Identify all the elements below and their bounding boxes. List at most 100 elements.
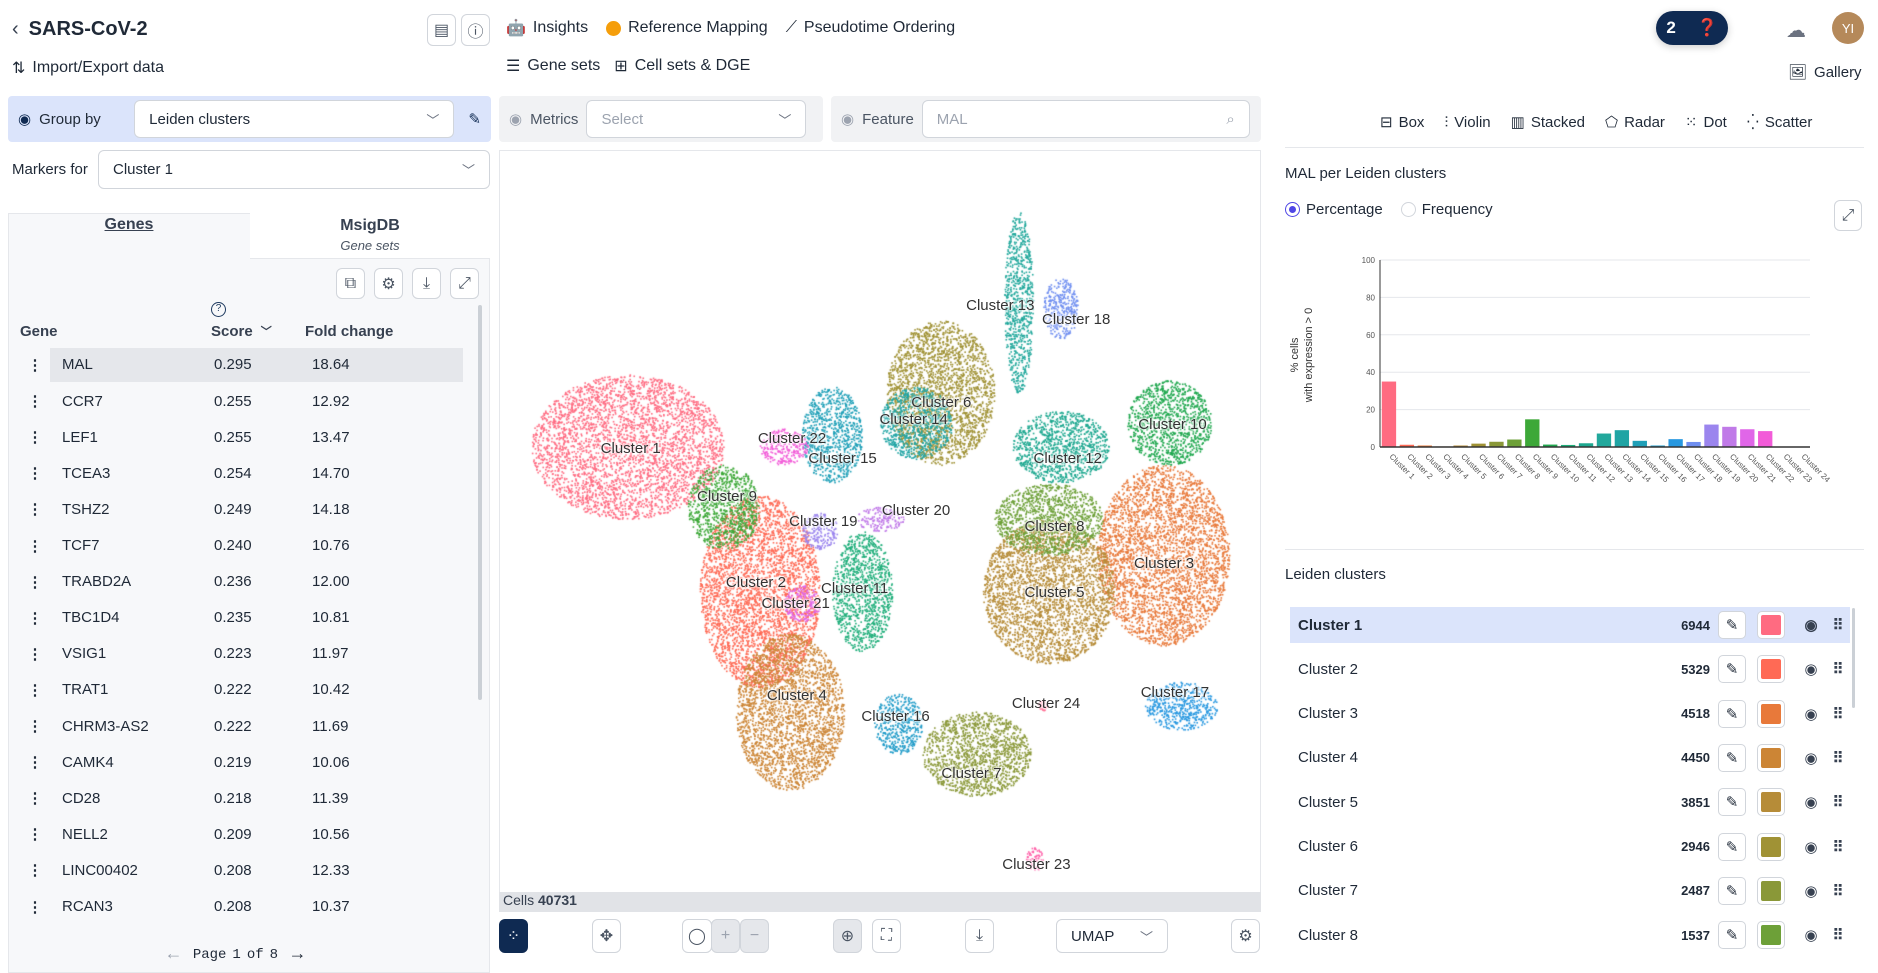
table-row[interactable]: ⋮ CAMK4 0.219 10.06 — [20, 745, 463, 779]
table-row[interactable]: ⋮ TCEA3 0.254 14.70 — [20, 456, 463, 490]
pan-button[interactable]: ✥ — [592, 919, 621, 953]
cluster-row[interactable]: Cluster 2 5329 ✎ ◉ ⠿ — [1290, 651, 1850, 687]
table-row[interactable]: ⋮ MAL 0.295 18.64 — [20, 348, 463, 382]
bar[interactable] — [1471, 443, 1486, 447]
eye-icon[interactable]: ◉ — [1804, 749, 1818, 767]
color-swatch-button[interactable] — [1757, 699, 1785, 728]
expand-chart-button[interactable]: ⤢ — [1834, 200, 1862, 231]
bar[interactable] — [1543, 444, 1558, 447]
bar[interactable] — [1381, 381, 1397, 447]
cluster-list-scrollbar[interactable] — [1852, 608, 1855, 708]
row-menu-icon[interactable]: ⋮ — [27, 501, 43, 519]
download-plot-button[interactable]: ⤓ — [965, 919, 994, 953]
eye-icon[interactable]: ◉ — [1804, 838, 1818, 856]
bar[interactable] — [1632, 440, 1647, 447]
chart-type-scatter[interactable]: ⁛ Scatter — [1747, 113, 1813, 132]
eye-icon[interactable]: ◉ — [1804, 882, 1818, 900]
chart-type-box[interactable]: ⊟ Box — [1380, 113, 1424, 132]
radio-frequency[interactable]: Frequency — [1400, 201, 1493, 218]
cluster-row[interactable]: Cluster 6 2946 ✎ ◉ ⠿ — [1290, 829, 1850, 865]
color-swatch-button[interactable] — [1757, 655, 1785, 684]
bar[interactable] — [1578, 443, 1594, 447]
color-swatch-button[interactable] — [1757, 743, 1785, 772]
table-row[interactable]: ⋮ TCF7 0.240 10.76 — [20, 529, 463, 563]
column-settings-button[interactable]: ⚙ — [374, 268, 403, 299]
edit-cluster-button[interactable]: ✎ — [1718, 788, 1746, 817]
edit-cluster-button[interactable]: ✎ — [1718, 743, 1746, 772]
color-swatch-button[interactable] — [1757, 921, 1785, 950]
row-menu-icon[interactable]: ⋮ — [27, 609, 43, 627]
color-swatch-button[interactable] — [1757, 876, 1785, 905]
import-export-button[interactable]: ⇅ Import/Export data — [12, 58, 164, 78]
lasso-subtract-button[interactable]: − — [740, 919, 769, 953]
help-badge[interactable]: 2 ❓ — [1656, 11, 1728, 45]
row-menu-icon[interactable]: ⋮ — [27, 862, 43, 880]
row-menu-icon[interactable]: ⋮ — [27, 826, 43, 844]
bar[interactable] — [1686, 441, 1701, 447]
cloud-settings-icon[interactable]: ☁ — [1786, 20, 1806, 42]
gallery-button[interactable]: 🖼 Gallery — [1788, 63, 1862, 82]
download-button[interactable]: ⤓ — [412, 268, 441, 299]
table-row[interactable]: ⋮ TSHZ2 0.249 14.18 — [20, 492, 463, 526]
eye-icon[interactable]: ◉ — [1804, 794, 1818, 812]
info-button[interactable]: ⓘ — [461, 14, 490, 46]
eye-icon[interactable]: ◉ — [1804, 927, 1818, 945]
edit-cluster-button[interactable]: ✎ — [1718, 832, 1746, 861]
nav-pseudotime[interactable]: ⟋ Pseudotime Ordering — [786, 18, 955, 38]
drag-handle-icon[interactable]: ⠿ — [1832, 661, 1844, 679]
bar[interactable] — [1614, 430, 1630, 447]
bar[interactable] — [1668, 439, 1683, 447]
edit-cluster-button[interactable]: ✎ — [1718, 699, 1746, 728]
comments-button[interactable]: ▤ — [427, 14, 456, 46]
next-page-icon[interactable]: → — [292, 945, 303, 965]
fit-view-button[interactable]: ⛶ — [872, 919, 901, 953]
tab-msigdb[interactable]: MsigDB Gene sets — [250, 213, 490, 259]
row-menu-icon[interactable]: ⋮ — [27, 681, 43, 699]
eye-icon[interactable]: ◉ — [18, 111, 32, 128]
cluster-row[interactable]: Cluster 3 4518 ✎ ◉ ⠿ — [1290, 696, 1850, 732]
column-gene[interactable]: Gene — [20, 323, 58, 340]
row-menu-icon[interactable]: ⋮ — [27, 754, 43, 772]
cluster-row[interactable]: Cluster 4 4450 ✎ ◉ ⠿ — [1290, 740, 1850, 776]
table-row[interactable]: ⋮ TBC1D4 0.235 10.81 — [20, 601, 463, 635]
help-icon[interactable]: ? — [211, 302, 226, 317]
cluster-row[interactable]: Cluster 5 3851 ✎ ◉ ⠿ — [1290, 784, 1850, 820]
bar[interactable] — [1399, 444, 1415, 447]
back-icon[interactable]: ‹ — [12, 18, 19, 40]
edit-cluster-button[interactable]: ✎ — [1718, 921, 1746, 950]
eye-icon[interactable]: ◉ — [1804, 705, 1818, 723]
drag-handle-icon[interactable]: ⠿ — [1832, 838, 1844, 856]
row-menu-icon[interactable]: ⋮ — [27, 898, 43, 916]
bar[interactable] — [1596, 433, 1612, 447]
lasso-button[interactable]: ◯ — [682, 919, 712, 953]
drag-handle-icon[interactable]: ⠿ — [1832, 927, 1844, 945]
chart-type-violin[interactable]: ⫶ Violin — [1444, 113, 1490, 131]
group-by-select[interactable]: Leiden clusters ﹀ — [134, 100, 455, 138]
row-menu-icon[interactable]: ⋮ — [27, 429, 43, 447]
row-menu-icon[interactable]: ⋮ — [27, 718, 43, 735]
table-row[interactable]: ⋮ CHRM3-AS2 0.222 11.69 — [20, 709, 463, 743]
column-score[interactable]: Score ﹀ — [211, 323, 272, 340]
edit-cluster-button[interactable]: ✎ — [1718, 655, 1746, 684]
color-swatch-button[interactable] — [1757, 611, 1785, 639]
bar[interactable] — [1758, 431, 1773, 447]
row-menu-icon[interactable]: ⋮ — [27, 465, 43, 483]
cluster-row[interactable]: Cluster 8 1537 ✎ ◉ ⠿ — [1290, 917, 1850, 953]
color-swatch-button[interactable] — [1757, 832, 1785, 861]
table-row[interactable]: ⋮ RCAN3 0.208 10.37 — [20, 890, 463, 924]
bar[interactable] — [1489, 441, 1504, 447]
color-swatch-button[interactable] — [1757, 788, 1785, 817]
prev-page-icon[interactable]: ← — [168, 945, 179, 965]
table-row[interactable]: ⋮ LEF1 0.255 13.47 — [20, 420, 463, 454]
row-menu-icon[interactable]: ⋮ — [27, 645, 43, 663]
lasso-add-button[interactable]: + — [711, 919, 740, 953]
nav-cell-sets-dge[interactable]: ⊞ Cell sets & DGE — [614, 56, 750, 76]
eye-icon[interactable]: ◉ — [509, 111, 523, 128]
embedding-select[interactable]: UMAP ﹀ — [1056, 919, 1168, 953]
drag-handle-icon[interactable]: ⠿ — [1832, 705, 1844, 723]
edit-icon[interactable]: ✎ — [468, 111, 481, 128]
zoom-button[interactable]: ⊕ — [833, 919, 862, 953]
row-menu-icon[interactable]: ⋮ — [27, 573, 43, 591]
umap-panel[interactable]: Cluster 1 Cluster 2 Cluster 3 Cluster 4 Clus… — [499, 150, 1261, 893]
table-scrollbar[interactable] — [478, 305, 482, 700]
